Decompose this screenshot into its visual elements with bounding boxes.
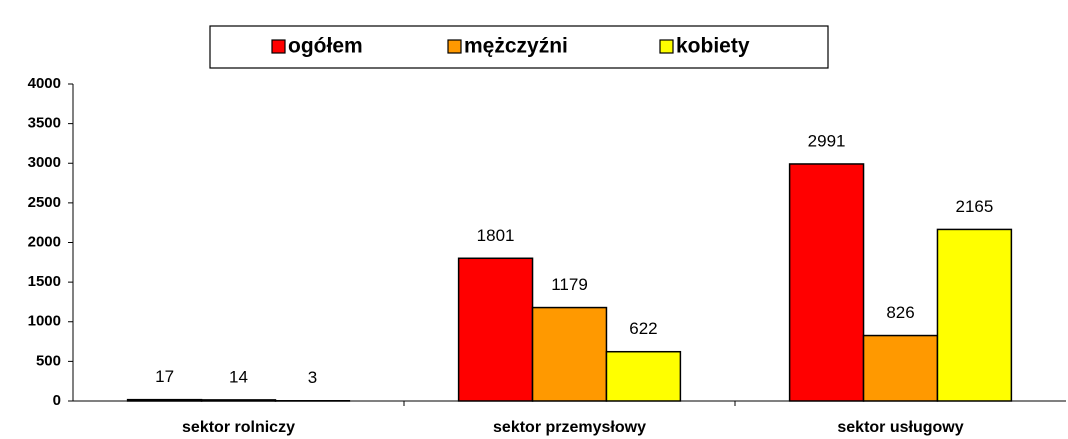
legend-label: mężczyźni xyxy=(464,35,568,58)
y-tick-label: 3000 xyxy=(28,154,61,171)
value-label: 622 xyxy=(629,319,657,338)
value-label: 2991 xyxy=(808,131,846,150)
bar xyxy=(862,334,939,402)
legend-swatch xyxy=(659,39,674,54)
bar xyxy=(531,306,608,402)
legend-swatch xyxy=(447,39,462,54)
x-tick-label: sektor przemysłowy xyxy=(493,419,646,436)
bar xyxy=(126,398,203,402)
legend-swatch xyxy=(271,39,286,54)
y-tick-label: 1000 xyxy=(28,313,61,330)
y-tick-label: 0 xyxy=(53,392,61,409)
y-tick-label: 2000 xyxy=(28,233,61,250)
bar xyxy=(200,399,277,402)
value-label: 1801 xyxy=(477,226,515,245)
legend-label: ogółem xyxy=(288,35,363,58)
y-tick-label: 2500 xyxy=(28,194,61,211)
x-tick-label: sektor usługowy xyxy=(837,419,963,436)
bar xyxy=(457,257,534,402)
value-label: 3 xyxy=(308,368,317,387)
legend-label: kobiety xyxy=(676,35,750,58)
value-label: 17 xyxy=(155,367,174,386)
bar xyxy=(788,163,865,402)
value-label: 14 xyxy=(229,367,248,386)
y-tick-label: 500 xyxy=(36,352,61,369)
value-label: 826 xyxy=(886,303,914,322)
y-tick-label: 4000 xyxy=(28,75,61,92)
x-tick-label: sektor rolniczy xyxy=(182,419,295,436)
bar xyxy=(605,350,682,402)
value-label: 1179 xyxy=(551,275,588,294)
y-tick-label: 1500 xyxy=(28,273,61,290)
value-label: 2165 xyxy=(956,197,994,216)
y-tick-label: 3500 xyxy=(28,115,61,132)
bar xyxy=(936,228,1013,402)
legend-box xyxy=(209,25,829,69)
